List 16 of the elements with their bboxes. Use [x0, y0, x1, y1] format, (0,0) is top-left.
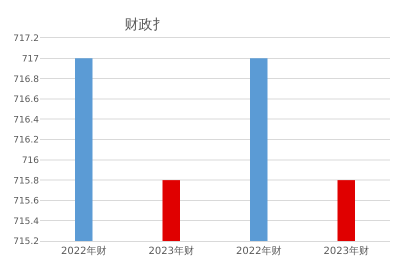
- chart-title: 财政扌: [124, 16, 166, 33]
- y-tick-label: 716.2: [13, 136, 39, 146]
- x-tick-label: 2023年财: [148, 245, 194, 257]
- x-tick-label: 2023年财: [324, 245, 369, 257]
- x-tick-label: 2022年财: [61, 245, 106, 257]
- y-tick-label: 715.4: [13, 216, 40, 227]
- y-tick-label: 715.8: [13, 176, 40, 186]
- y-tick-label: 715.2: [13, 237, 39, 248]
- y-tick-label: 716: [22, 156, 40, 166]
- x-tick-label: 2022年财: [236, 245, 282, 257]
- y-tick-label: 717.2: [13, 34, 39, 44]
- y-tick-label: 717: [22, 54, 39, 64]
- y-tick-label: 716.4: [13, 115, 40, 126]
- y-tick-label: 715.6: [13, 196, 40, 207]
- y-tick-label: 716.6: [13, 95, 40, 106]
- y-tick-label: 716.8: [13, 74, 40, 85]
